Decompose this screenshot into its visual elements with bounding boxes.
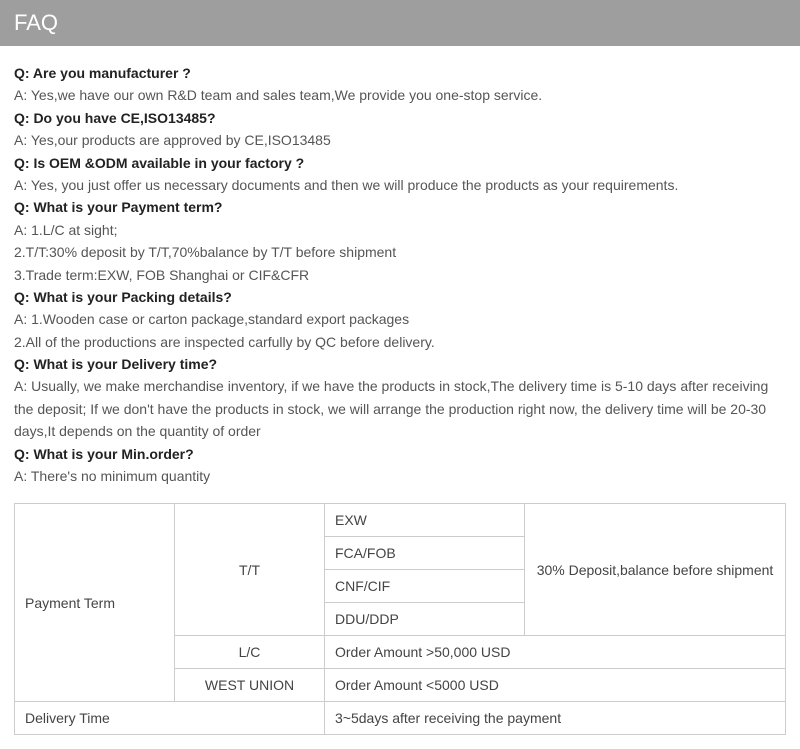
table-cell: 30% Deposit,balance before shipment xyxy=(525,504,786,636)
faq-title: FAQ xyxy=(14,10,58,35)
table-cell: FCA/FOB xyxy=(325,537,525,570)
table-row: Delivery Time3~5days after receiving the… xyxy=(15,702,786,735)
table-cell: Payment Term xyxy=(15,504,175,702)
faq-answer-line: A: Yes,we have our own R&D team and sale… xyxy=(14,84,786,106)
faq-question: Q: Do you have CE,ISO13485? xyxy=(14,107,786,129)
faq-question: Q: What is your Payment term? xyxy=(14,196,786,218)
table-cell: DDU/DDP xyxy=(325,603,525,636)
faq-question: Q: Are you manufacturer ? xyxy=(14,62,786,84)
terms-table: Payment TermT/TEXW30% Deposit,balance be… xyxy=(14,503,786,735)
table-cell: Order Amount >50,000 USD xyxy=(325,636,786,669)
faq-answer-line: 3.Trade term:EXW, FOB Shanghai or CIF&CF… xyxy=(14,264,786,286)
table-cell: L/C xyxy=(175,636,325,669)
table-cell: 3~5days after receiving the payment xyxy=(325,702,786,735)
faq-answer-line: A: Usually, we make merchandise inventor… xyxy=(14,375,786,442)
faq-answer-line: A: Yes, you just offer us necessary docu… xyxy=(14,174,786,196)
faq-answer-line: A: There's no minimum quantity xyxy=(14,465,786,487)
terms-table-wrap: Payment TermT/TEXW30% Deposit,balance be… xyxy=(0,503,800,749)
faq-list: Q: Are you manufacturer ?A: Yes,we have … xyxy=(0,62,800,503)
table-cell: T/T xyxy=(175,504,325,636)
faq-answer-line: A: Yes,our products are approved by CE,I… xyxy=(14,129,786,151)
table-cell: Delivery Time xyxy=(15,702,325,735)
faq-answer-line: 2.T/T:30% deposit by T/T,70%balance by T… xyxy=(14,241,786,263)
table-cell: EXW xyxy=(325,504,525,537)
faq-question: Q: Is OEM &ODM available in your factory… xyxy=(14,152,786,174)
faq-header: FAQ xyxy=(0,0,800,46)
faq-question: Q: What is your Packing details? xyxy=(14,286,786,308)
faq-answer-line: 2.All of the productions are inspected c… xyxy=(14,331,786,353)
table-row: Payment TermT/TEXW30% Deposit,balance be… xyxy=(15,504,786,537)
faq-answer-line: A: 1.Wooden case or carton package,stand… xyxy=(14,308,786,330)
table-cell: Order Amount <5000 USD xyxy=(325,669,786,702)
faq-question: Q: What is your Min.order? xyxy=(14,443,786,465)
faq-answer-line: A: 1.L/C at sight; xyxy=(14,219,786,241)
table-cell: CNF/CIF xyxy=(325,570,525,603)
faq-question: Q: What is your Delivery time? xyxy=(14,353,786,375)
table-cell: WEST UNION xyxy=(175,669,325,702)
